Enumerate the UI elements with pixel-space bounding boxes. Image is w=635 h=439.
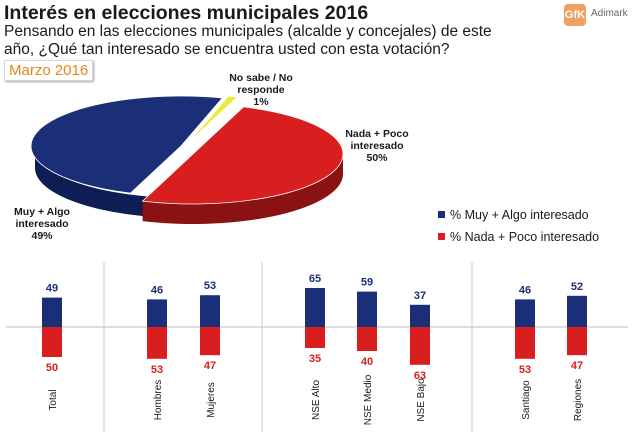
data-label-muy-algo: 59 [361,277,373,289]
bar-muy-algo [200,295,220,327]
category-label: Total [48,389,59,410]
bar-marks: 49 50 Total 46 53 Hombres 53 47 Mujeres 65 35 NSE A… [42,273,587,425]
data-label-muy-algo: 65 [309,273,321,285]
data-label-muy-algo: 37 [414,290,426,302]
chart-subtitle: Pensando en las elecciones municipales (… [4,23,492,58]
data-label-muy-algo: 53 [204,280,216,292]
category-label: Hombres [153,380,164,421]
data-label-nada-poco: 53 [519,364,531,376]
data-label-muy-algo: 46 [151,284,163,296]
data-label-nada-poco: 47 [571,360,583,372]
pie-label-nada-poco-text: Nada + Poco interesado [345,128,409,152]
pie-slice-nada-poco [141,106,343,205]
gfk-logo-icon: GfK [564,4,586,26]
pie-label-nada-poco-value: 50% [366,152,388,164]
pie-label-no-sabe-text: No sabe / No responde [229,72,293,96]
date-badge: Marzo 2016 [4,60,94,81]
category-label: NSE Medio [363,374,374,425]
bar-muy-algo [567,295,587,327]
bar-muy-algo [357,291,377,327]
bar-nada-poco [147,327,167,359]
data-label-nada-poco: 63 [414,370,426,382]
bar-muy-algo [42,297,62,327]
bar-legend: % Muy + Algo interesado % Nada + Poco in… [438,206,599,250]
category-label: NSE Bajo [416,378,427,422]
brand-logo: GfK Adimark [564,4,630,36]
bar-muy-algo [515,299,535,327]
data-label-nada-poco: 50 [46,362,58,374]
data-label-muy-algo: 52 [571,281,583,293]
bar-nada-poco [410,327,430,365]
category-label: Santiago [521,380,532,420]
category-label: Regiones [573,379,584,421]
pie-label-no-sabe-value: 1% [253,96,269,108]
data-label-nada-poco: 47 [204,360,216,372]
bar-muy-algo [147,299,167,327]
legend-label-nada-poco: % Nada + Poco interesado [450,230,600,244]
legend-swatch-red [438,233,445,240]
pie-label-nada-poco: Nada + Poco interesado 50% [336,128,418,164]
bar-nada-poco [567,327,587,356]
pie-slice-nada-poco-depth [142,154,343,224]
bar-muy-algo [305,288,325,327]
logo-text: Adimark [591,8,628,19]
bar-nada-poco [42,327,62,357]
category-label: Mujeres [206,382,217,418]
legend-item-nada-poco: % Nada + Poco interesado [438,228,599,246]
data-label-muy-algo: 46 [519,284,531,296]
data-label-nada-poco: 40 [361,356,373,368]
legend-label-muy-algo: % Muy + Algo interesado [450,208,589,222]
chart-title: Interés en elecciones municipales 2016 [4,2,369,24]
pie-label-no-sabe: No sabe / No responde 1% [228,72,294,108]
bar-nada-poco [515,327,535,359]
pie-slice-no-sabe [186,95,239,145]
group-dividers [103,262,473,432]
data-label-nada-poco: 53 [151,364,163,376]
bar-nada-poco [200,327,220,356]
bar-nada-poco [357,327,377,351]
data-label-muy-algo: 49 [46,283,58,295]
bar-nada-poco [305,327,325,348]
pie-slice-muy-algo [30,95,224,194]
data-label-nada-poco: 35 [309,353,321,365]
legend-item-muy-algo: % Muy + Algo interesado [438,206,599,224]
pie-label-muy-algo-text: Muy + Algo interesado [14,206,70,230]
category-label: NSE Alto [311,380,322,420]
pie-label-muy-algo-value: 49% [31,230,53,242]
bar-muy-algo [410,304,430,327]
pie-label-muy-algo: Muy + Algo interesado 49% [5,206,79,242]
legend-swatch-blue [438,211,445,218]
